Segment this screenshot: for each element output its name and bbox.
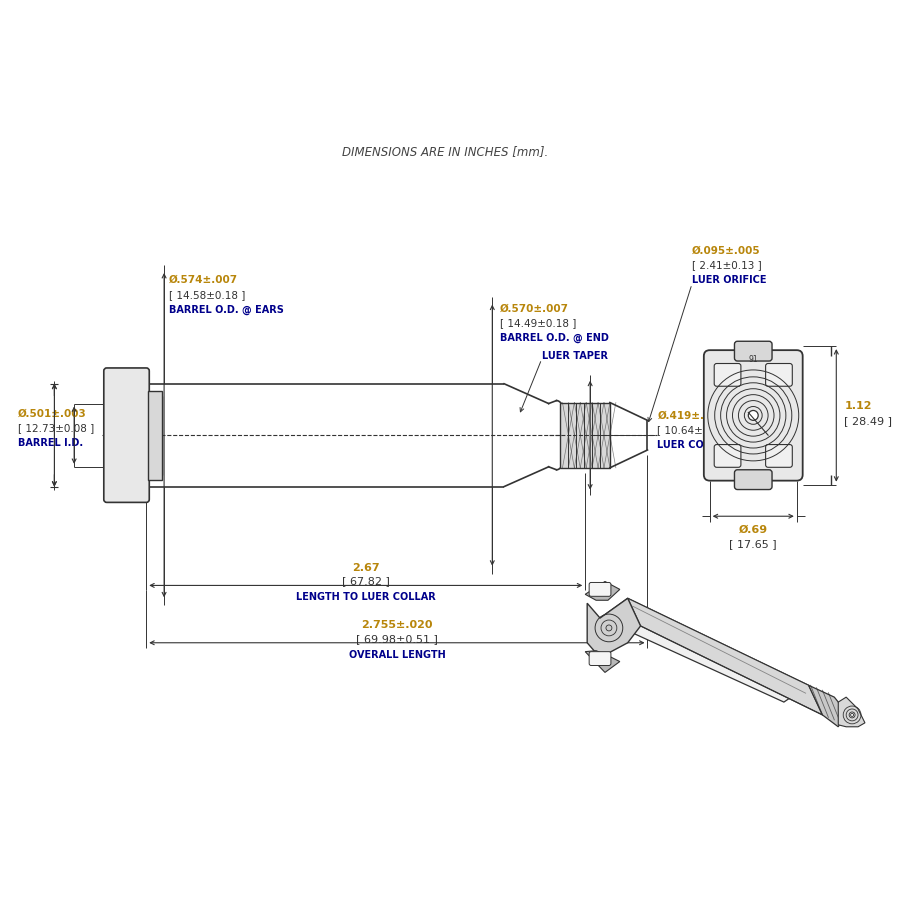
Polygon shape	[587, 598, 641, 658]
Circle shape	[850, 714, 853, 716]
Text: [ 2.41±0.13 ]: [ 2.41±0.13 ]	[692, 260, 761, 270]
FancyBboxPatch shape	[590, 582, 611, 597]
FancyBboxPatch shape	[734, 470, 772, 490]
Text: Ø.419±.007: Ø.419±.007	[657, 410, 726, 420]
FancyBboxPatch shape	[590, 652, 611, 665]
Text: OVERALL LENGTH: OVERALL LENGTH	[348, 650, 446, 660]
Polygon shape	[600, 598, 808, 702]
Text: Ø.501±.003: Ø.501±.003	[18, 409, 86, 419]
Circle shape	[748, 410, 758, 420]
Text: [ 10.64±0.18 ]: [ 10.64±0.18 ]	[657, 425, 734, 436]
Polygon shape	[838, 698, 865, 727]
Text: DIMENSIONS ARE IN INCHES [mm].: DIMENSIONS ARE IN INCHES [mm].	[342, 145, 548, 158]
Text: 2.755±.020: 2.755±.020	[361, 620, 433, 630]
Text: Ø.095±.005: Ø.095±.005	[692, 246, 760, 256]
Polygon shape	[585, 651, 620, 672]
Text: Ø.69: Ø.69	[739, 525, 768, 535]
FancyBboxPatch shape	[734, 341, 772, 361]
Text: LENGTH TO LUER COLLAR: LENGTH TO LUER COLLAR	[296, 592, 436, 602]
Circle shape	[606, 625, 612, 631]
FancyBboxPatch shape	[104, 368, 149, 502]
Text: LUER COLLAR O.D.: LUER COLLAR O.D.	[657, 440, 759, 450]
Text: BARREL I.D.: BARREL I.D.	[18, 438, 83, 448]
Text: LUER TAPER: LUER TAPER	[542, 351, 608, 361]
Polygon shape	[585, 581, 620, 600]
Polygon shape	[627, 598, 823, 715]
Text: 91: 91	[749, 355, 758, 364]
Text: Ø.570±.007: Ø.570±.007	[500, 303, 569, 313]
Text: BARREL O.D. @ END: BARREL O.D. @ END	[500, 333, 609, 344]
Text: [ 28.49 ]: [ 28.49 ]	[844, 417, 892, 427]
FancyBboxPatch shape	[766, 445, 792, 467]
FancyBboxPatch shape	[766, 364, 792, 386]
Text: [ 12.73±0.08 ]: [ 12.73±0.08 ]	[18, 423, 94, 433]
FancyBboxPatch shape	[715, 445, 741, 467]
Text: Ø.574±.007: Ø.574±.007	[169, 275, 238, 285]
Text: 2.67: 2.67	[352, 562, 380, 572]
Text: BARREL O.D. @ EARS: BARREL O.D. @ EARS	[169, 304, 284, 315]
FancyBboxPatch shape	[715, 364, 741, 386]
Text: [ 17.65 ]: [ 17.65 ]	[729, 539, 777, 549]
Text: [ 67.82 ]: [ 67.82 ]	[342, 577, 390, 587]
Text: [ 69.98±0.51 ]: [ 69.98±0.51 ]	[356, 634, 437, 643]
FancyBboxPatch shape	[704, 350, 803, 481]
Text: [ 14.49±0.18 ]: [ 14.49±0.18 ]	[500, 319, 577, 328]
Text: [ 14.58±0.18 ]: [ 14.58±0.18 ]	[169, 290, 246, 300]
Polygon shape	[808, 685, 846, 727]
Text: LUER ORIFICE: LUER ORIFICE	[692, 275, 767, 285]
Bar	[561, 402, 610, 468]
Text: 1.12: 1.12	[844, 400, 872, 410]
Bar	[148, 391, 162, 480]
